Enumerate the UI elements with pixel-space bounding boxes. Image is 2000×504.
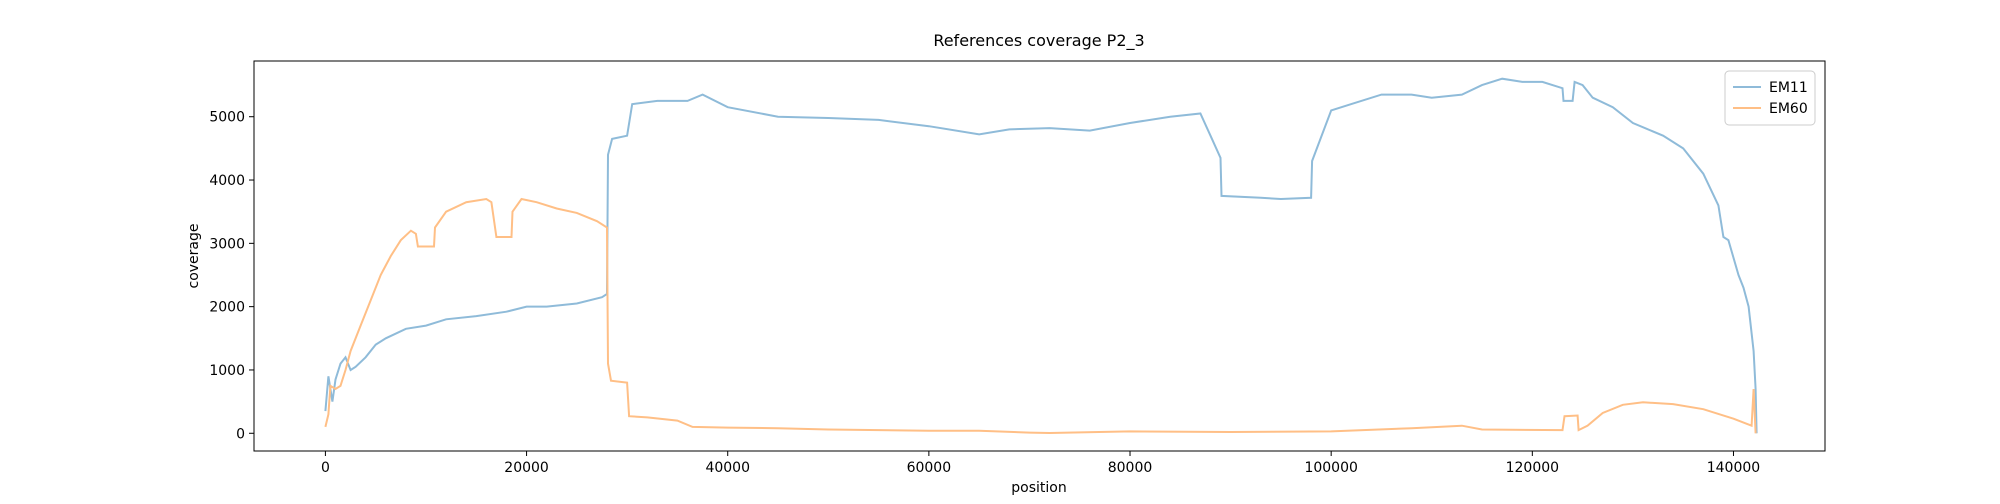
chart-title: References coverage P2_3	[933, 31, 1144, 51]
x-tick-label: 60000	[907, 460, 952, 476]
x-axis-label: position	[1011, 480, 1066, 496]
x-tick-label: 120000	[1506, 460, 1559, 476]
y-tick-label: 0	[236, 426, 245, 442]
x-tick-label: 80000	[1108, 460, 1153, 476]
legend-box	[1724, 70, 1816, 126]
legend-label: EM11	[1769, 80, 1808, 96]
y-axis-label: coverage	[186, 224, 202, 289]
y-tick-label: 3000	[209, 236, 245, 252]
y-tick-label: 1000	[209, 363, 245, 379]
y-tick-label: 5000	[209, 110, 245, 126]
plot-frame	[253, 60, 1826, 452]
x-tick-label: 140000	[1707, 460, 1760, 476]
line	[324, 77, 1758, 434]
y-tick-label: 2000	[209, 300, 245, 316]
line	[324, 197, 1757, 435]
x-tick-label: 0	[321, 460, 330, 476]
legend-label: EM60	[1769, 101, 1808, 117]
legend: EM11 EM60	[1724, 70, 1816, 126]
y-tick-label: 4000	[209, 173, 245, 189]
x-tick-label: 100000	[1304, 460, 1357, 476]
x-tick-label: 40000	[705, 460, 750, 476]
x-tick-label: 20000	[504, 460, 549, 476]
